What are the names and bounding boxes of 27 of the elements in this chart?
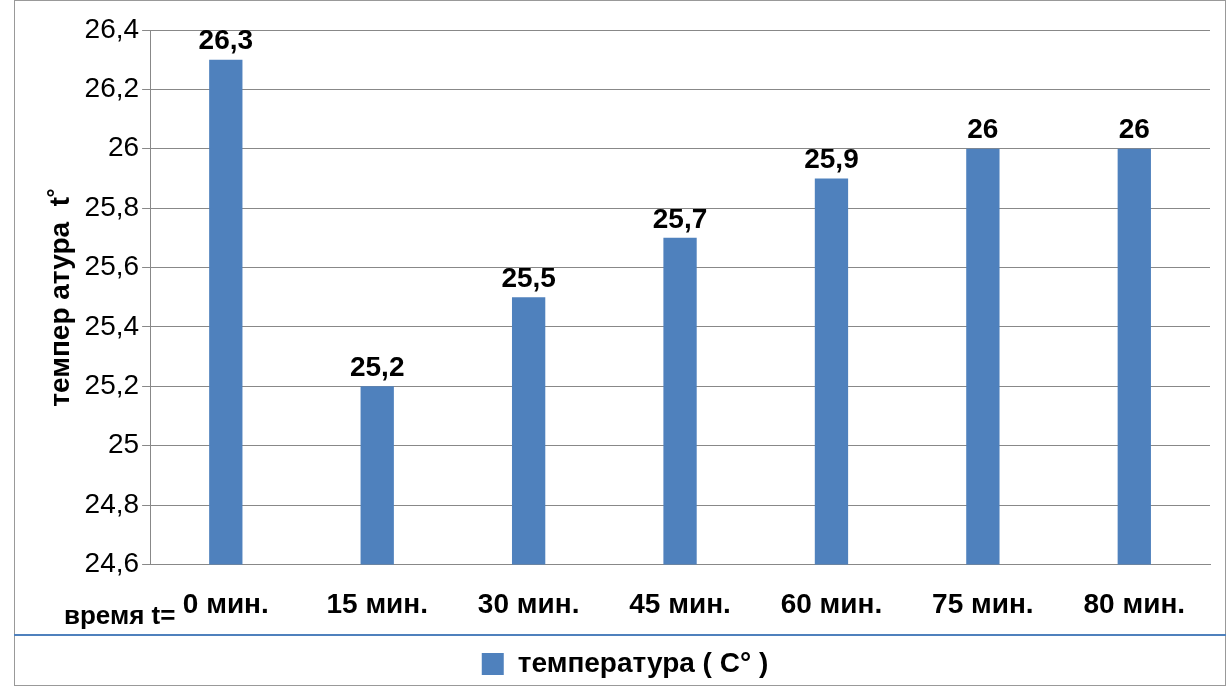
data-label: 25,5 [501,261,556,293]
y-tick-label: 24,8 [84,487,140,519]
x-tick-label: 15 мин. [326,587,428,619]
x-tick-label: 45 мин. [629,587,731,619]
y-axis-title: темпер атура t˚ [43,187,75,407]
y-tick-label: 26 [107,131,140,163]
y-tick-label: 25,4 [84,309,140,341]
x-tick-label: 0 мин. [182,587,269,619]
y-tick-label: 25 [107,428,140,460]
data-label: 26 [1118,113,1150,145]
x-tick-label: 80 мин. [1083,587,1186,619]
y-tick-label: 25,6 [84,250,140,282]
x-axis-title: время t= [64,600,176,631]
y-tick-label: 25,2 [84,368,140,400]
data-label: 26,3 [198,24,254,56]
y-tick-label: 25,8 [84,190,140,222]
legend-label: температура ( C° ) [517,646,769,678]
data-label: 25,9 [804,143,859,175]
data-label: 25,2 [349,350,405,382]
data-label: 26 [967,113,999,145]
x-tick-label: 30 мин. [477,587,580,619]
y-tick-label: 26,2 [84,72,140,104]
data-label: 25,7 [652,202,708,234]
y-tick-label: 24,6 [84,547,140,579]
x-tick-label: 60 мин. [780,587,883,619]
x-tick-label: 75 мин. [932,587,1034,619]
y-tick-label: 26,4 [84,12,140,44]
